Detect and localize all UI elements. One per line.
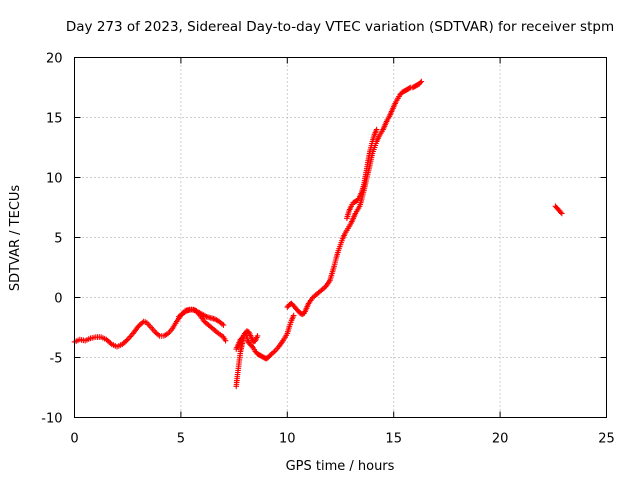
data-point <box>254 333 261 339</box>
data-point <box>220 322 227 328</box>
data-point <box>557 209 564 216</box>
data-point <box>238 335 245 342</box>
data-point <box>418 78 425 85</box>
x-tick-label: 10 <box>279 432 296 447</box>
y-tick-label: 20 <box>46 52 63 67</box>
data-point <box>249 343 255 350</box>
series-track-3 <box>233 312 297 390</box>
data-point <box>290 312 297 319</box>
data-point <box>406 85 413 91</box>
y-axis-label: SDTVAR / TECUs <box>8 185 23 292</box>
x-tick-label: 15 <box>385 432 402 447</box>
series-track-7 <box>552 203 565 217</box>
data-points <box>71 78 565 390</box>
series-track-4 <box>233 328 261 352</box>
series-track-6 <box>344 126 380 222</box>
data-point <box>559 210 565 217</box>
data-point <box>222 337 229 344</box>
y-tick-label: 5 <box>54 232 62 247</box>
y-tick-label: 15 <box>46 112 63 127</box>
chart-title: Day 273 of 2023, Sidereal Day-to-day VTE… <box>66 19 614 35</box>
series-track-1 <box>71 306 227 350</box>
series-track-2 <box>175 306 229 344</box>
data-point <box>373 126 380 133</box>
x-tick-label: 20 <box>492 432 509 447</box>
grid <box>74 57 607 418</box>
x-tick-label: 5 <box>177 432 185 447</box>
series-track-5 <box>284 78 425 318</box>
x-axis-label: GPS time / hours <box>286 459 395 474</box>
y-tick-label: -5 <box>50 352 63 367</box>
y-tick-label: -10 <box>41 412 62 427</box>
axis-ticks: 0 5 10 15 20 25 -10 -5 0 5 10 15 20 <box>41 52 615 447</box>
y-tick-label: 10 <box>46 172 63 187</box>
x-tick-label: 0 <box>70 432 78 447</box>
x-tick-label: 25 <box>598 432 615 447</box>
data-point <box>417 79 424 86</box>
y-tick-label: 0 <box>54 292 62 307</box>
